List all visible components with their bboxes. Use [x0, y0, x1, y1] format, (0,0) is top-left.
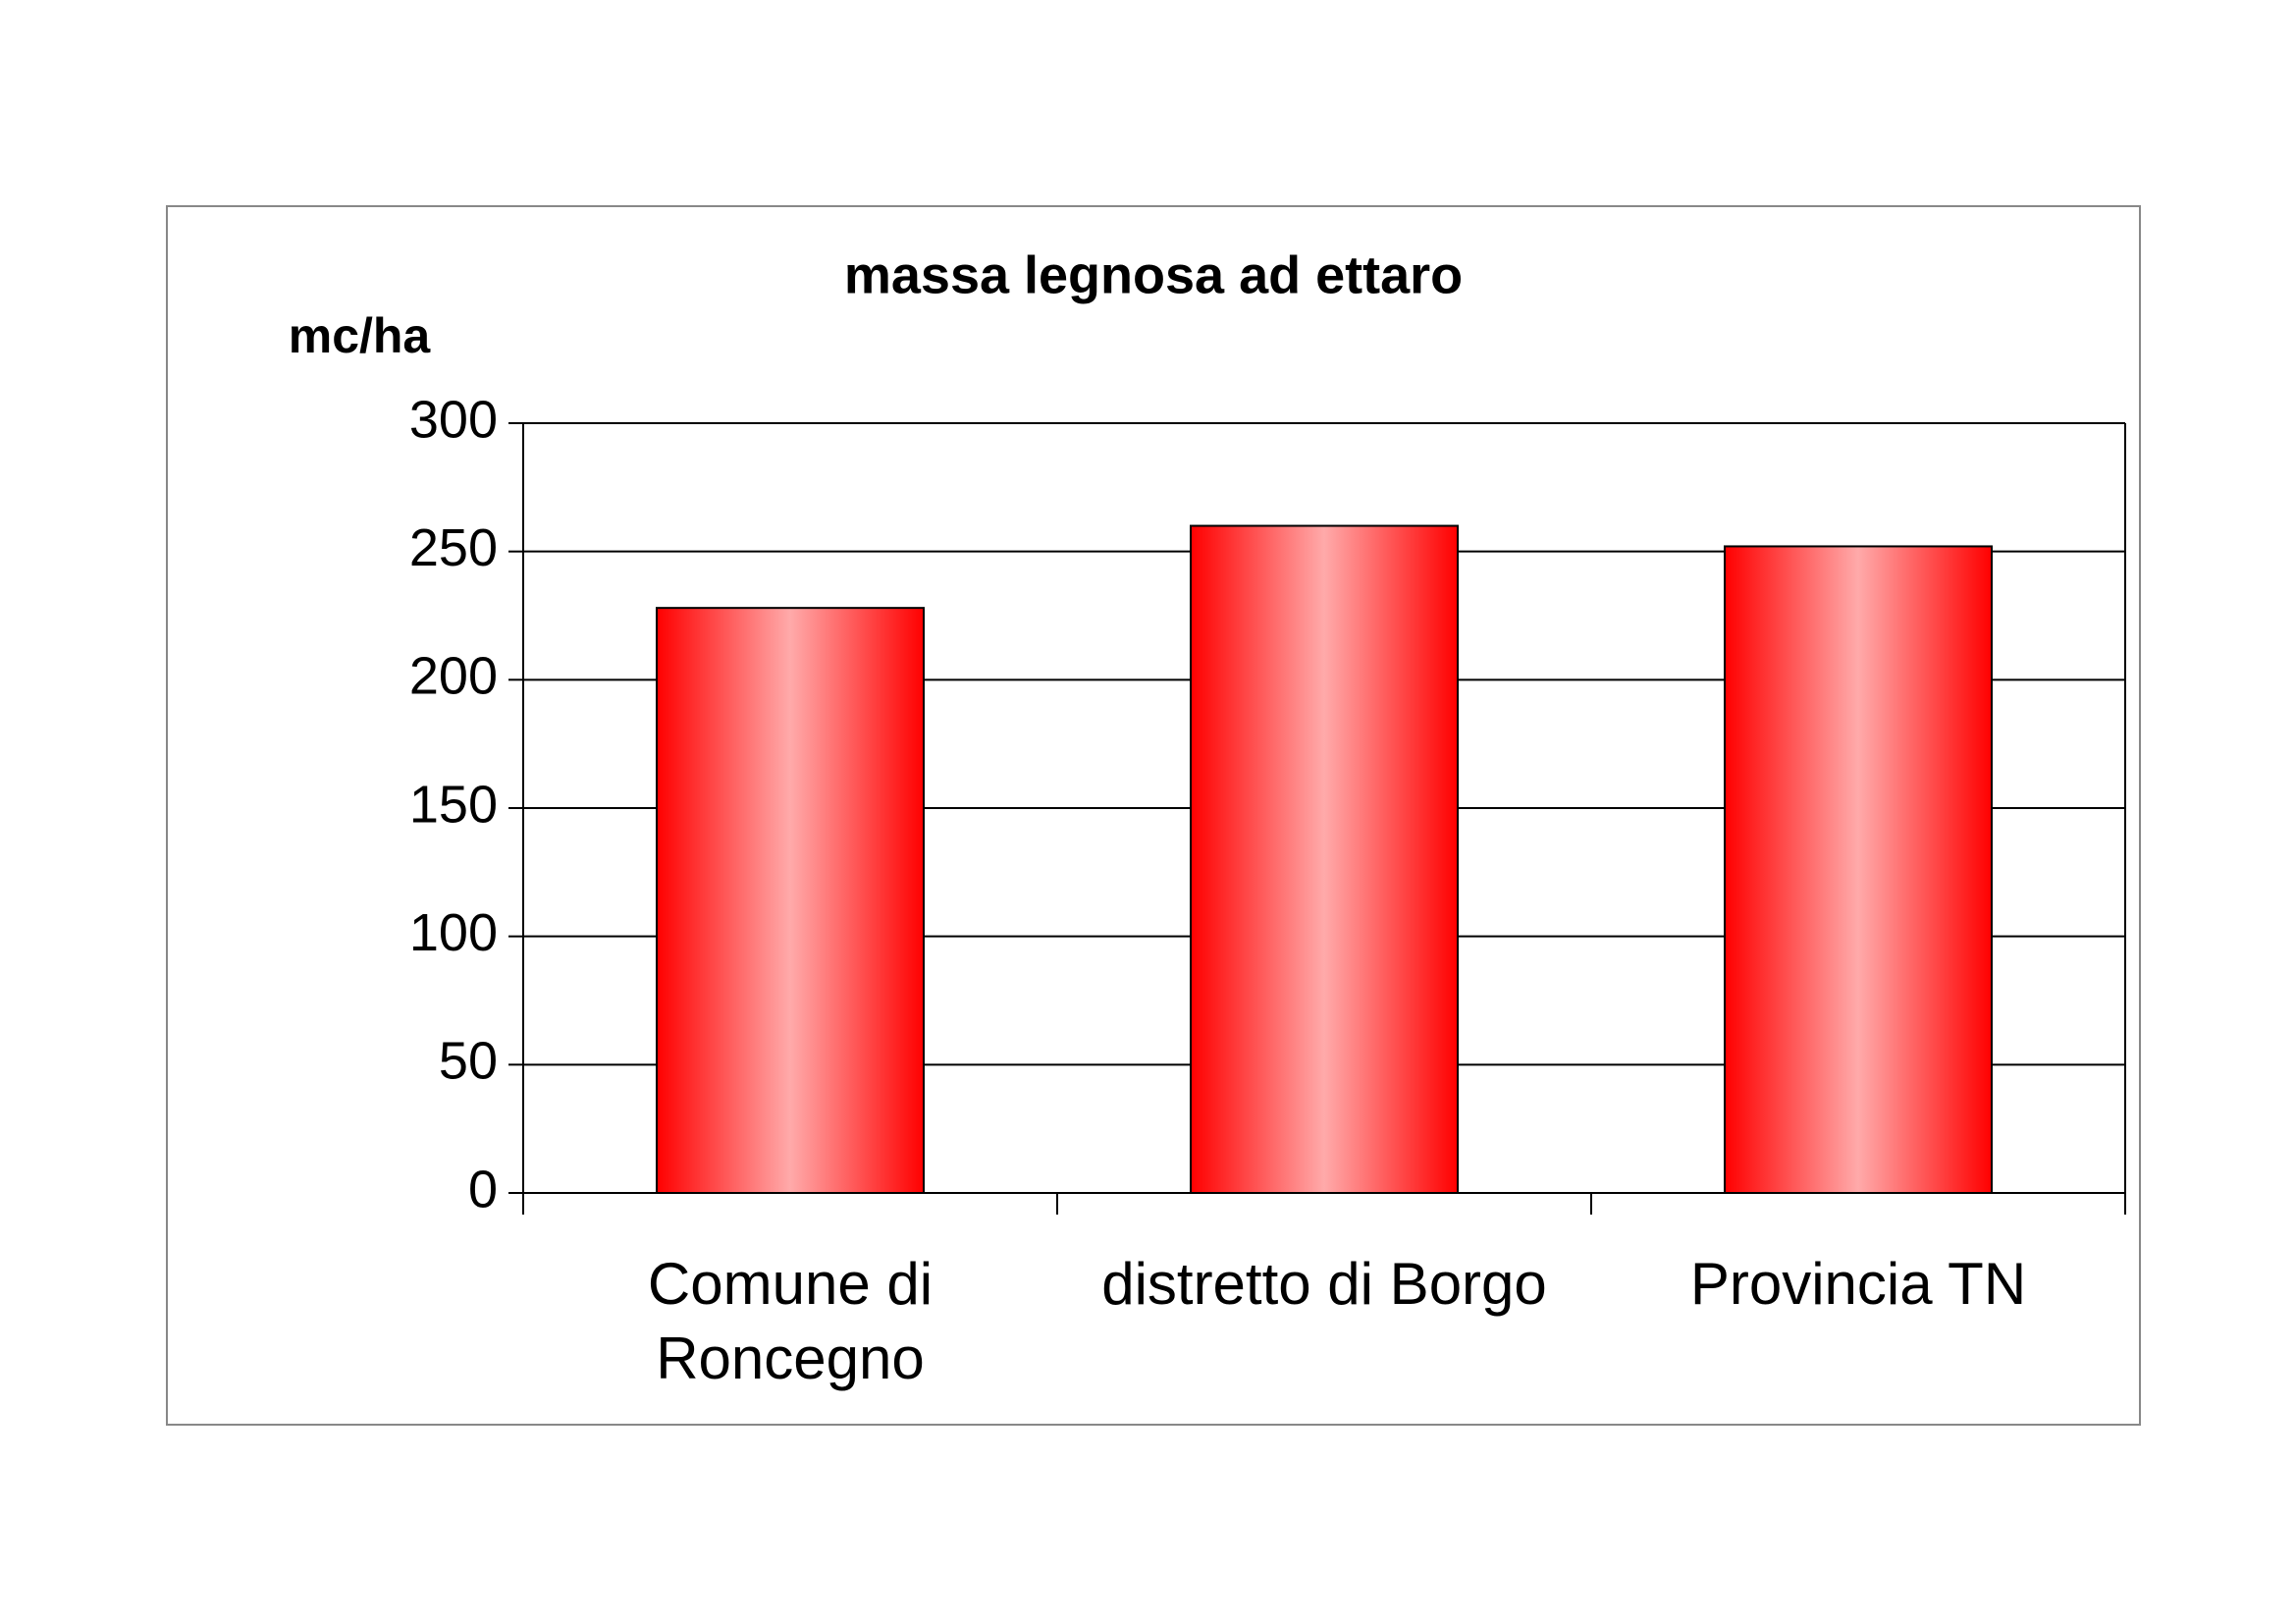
- y-tick-label: 150: [409, 775, 498, 834]
- y-axis-label: mc/ha: [289, 308, 432, 363]
- y-tick-label: 250: [409, 518, 498, 577]
- bar: [1190, 524, 1459, 1194]
- y-tick-label: 50: [439, 1032, 498, 1091]
- bar: [1724, 545, 1993, 1194]
- y-tick-label: 300: [409, 390, 498, 449]
- bar: [656, 607, 925, 1194]
- y-tick-label: 200: [409, 647, 498, 706]
- x-tick-label: Comune di Roncegno: [647, 1251, 934, 1391]
- y-tick-label: 100: [409, 903, 498, 962]
- x-tick-label: distretto di Borgo: [1101, 1251, 1547, 1317]
- y-tick-label: 0: [468, 1160, 498, 1218]
- x-tick-label: Provincia TN: [1689, 1251, 2027, 1317]
- chart-title: massa legnosa ad ettaro: [844, 245, 1463, 304]
